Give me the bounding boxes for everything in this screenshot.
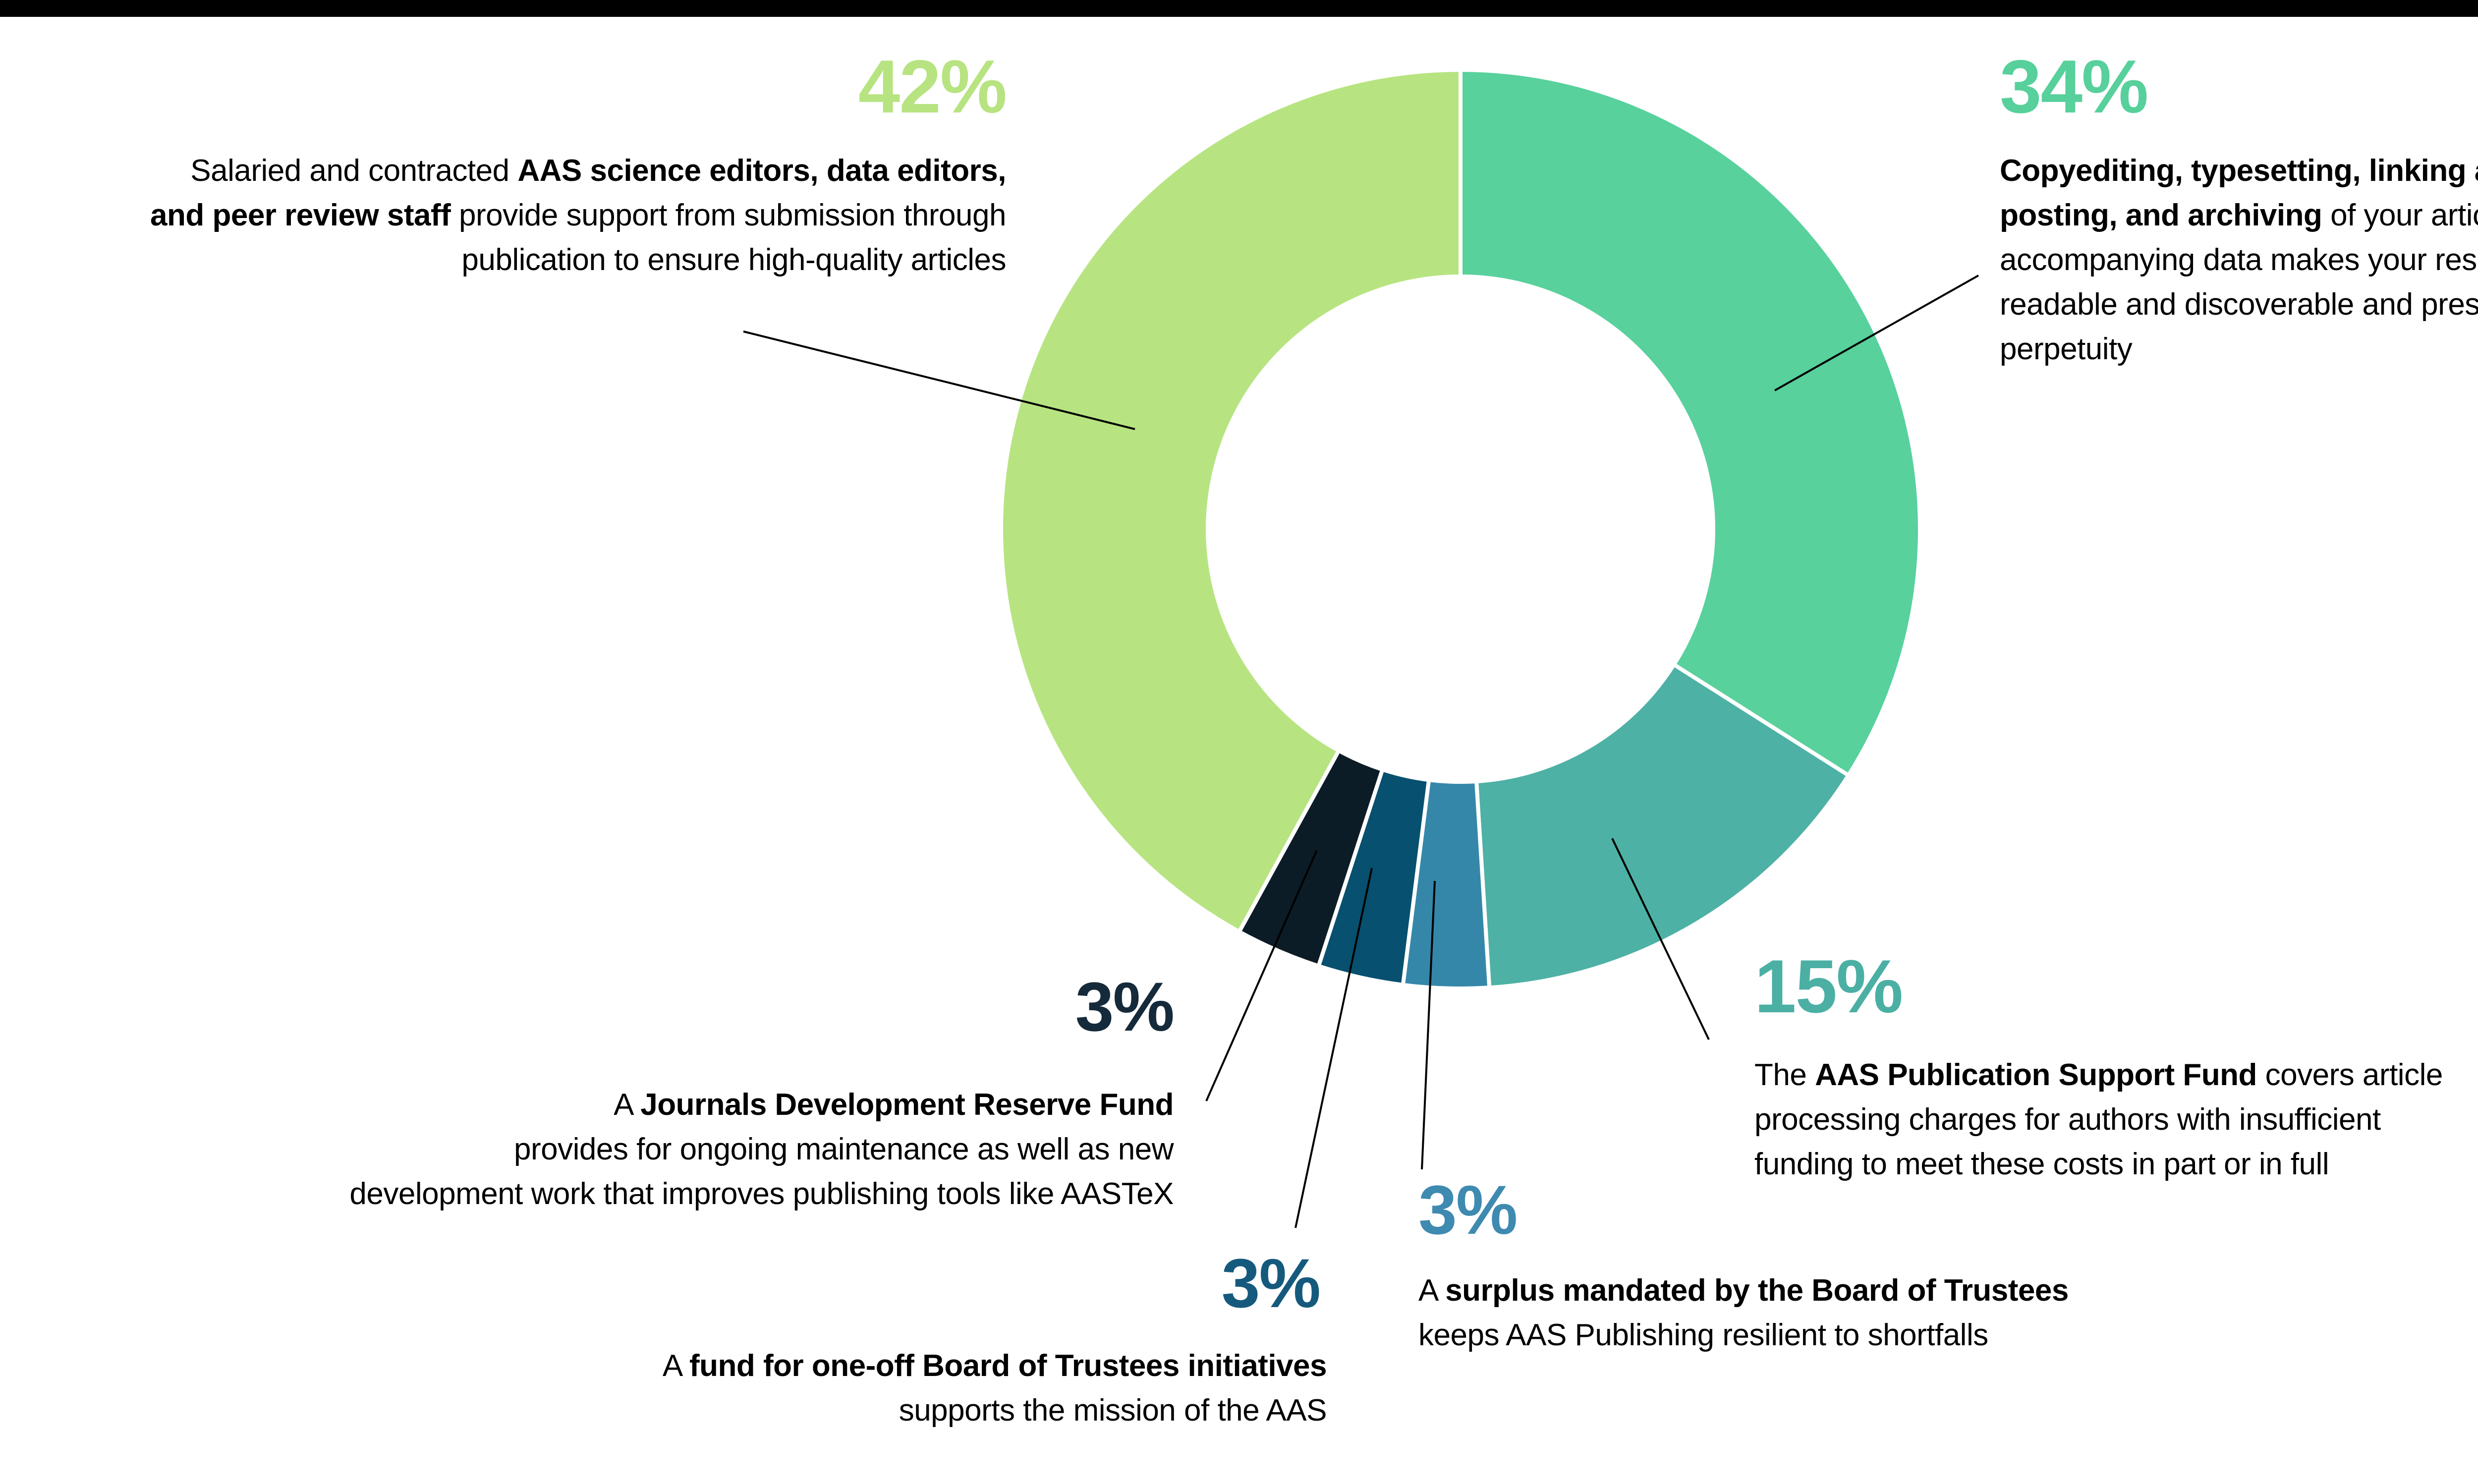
text-line: Copyediting, typesetting, linking and ta…: [2000, 154, 2478, 188]
pct-label-production-34: 34%: [2000, 45, 2148, 129]
pct-label-editorial-42: 42%: [858, 45, 1007, 129]
text-line: Salaried and contracted AAS science edit…: [190, 154, 1006, 188]
donut-segment-production-34: [1459, 67, 1922, 778]
pct-label-surplus-3: 3%: [1418, 1171, 1518, 1249]
text-line: readable and discoverable and preserves …: [2000, 287, 2478, 322]
leader-line-publication-support-fund-15: [1611, 838, 1710, 1040]
text-line: The AAS Publication Support Fund covers …: [1754, 1058, 2443, 1092]
text-line: accompanying data makes your research mo…: [2000, 243, 2478, 277]
text-line: development work that improves publishin…: [349, 1177, 1174, 1211]
text-line: publication to ensure high-quality artic…: [461, 243, 1006, 277]
donut-chart: [999, 67, 1922, 990]
top-letterbox-bar: [0, 0, 2478, 17]
callout-text-support-fund-15: The AAS Publication Support Fund covers …: [1754, 1053, 2443, 1187]
text-line: perpetuity: [2000, 332, 2133, 366]
leader-line-editorial-42: [743, 330, 1135, 430]
text-line: posting, and archiving of your article a…: [2000, 198, 2478, 232]
callout-text-surplus-3: A surplus mandated by the Board of Trust…: [1418, 1268, 2069, 1358]
pct-label-one-off-fund-3: 3%: [1221, 1244, 1321, 1322]
callout-text-production-34: Copyediting, typesetting, linking and ta…: [2000, 149, 2478, 372]
callout-text-journals-dev-3: A Journals Development Reserve Fund provi…: [349, 1083, 1174, 1216]
callout-text-one-off-fund-3: A fund for one-off Board of Trustees ini…: [663, 1344, 1327, 1433]
donut-segment-publication-support-fund-15: [1474, 661, 1852, 990]
leader-line-surplus-3: [1421, 880, 1436, 1170]
text-line: A fund for one-off Board of Trustees ini…: [662, 1349, 1327, 1383]
text-line: A surplus mandated by the Board of Trust…: [1418, 1273, 2069, 1308]
text-line: provides for ongoing maintenance as well…: [514, 1132, 1174, 1166]
text-line: A Journals Development Reserve Fund: [614, 1088, 1174, 1122]
callout-text-editorial-42: Salaried and contracted AAS science edit…: [150, 149, 1006, 282]
leader-line-journals-development-reserve-fund-3: [1205, 850, 1318, 1101]
pct-label-support-fund-15: 15%: [1754, 944, 1903, 1029]
text-line: and peer review staff provide support fr…: [150, 198, 1006, 232]
donut-segment-editorial-staff-42: [999, 67, 1463, 934]
leader-line-production-34: [1774, 275, 1979, 391]
text-line: keeps AAS Publishing resilient to shortf…: [1418, 1318, 1988, 1352]
text-line: supports the mission of the AAS: [899, 1393, 1327, 1428]
text-line: funding to meet these costs in part or i…: [1754, 1147, 2329, 1181]
text-line: processing charges for authors with insu…: [1754, 1102, 2381, 1137]
pct-label-journals-dev-3: 3%: [1075, 968, 1175, 1045]
leader-line-one-off-initiatives-fund-3: [1295, 868, 1373, 1228]
